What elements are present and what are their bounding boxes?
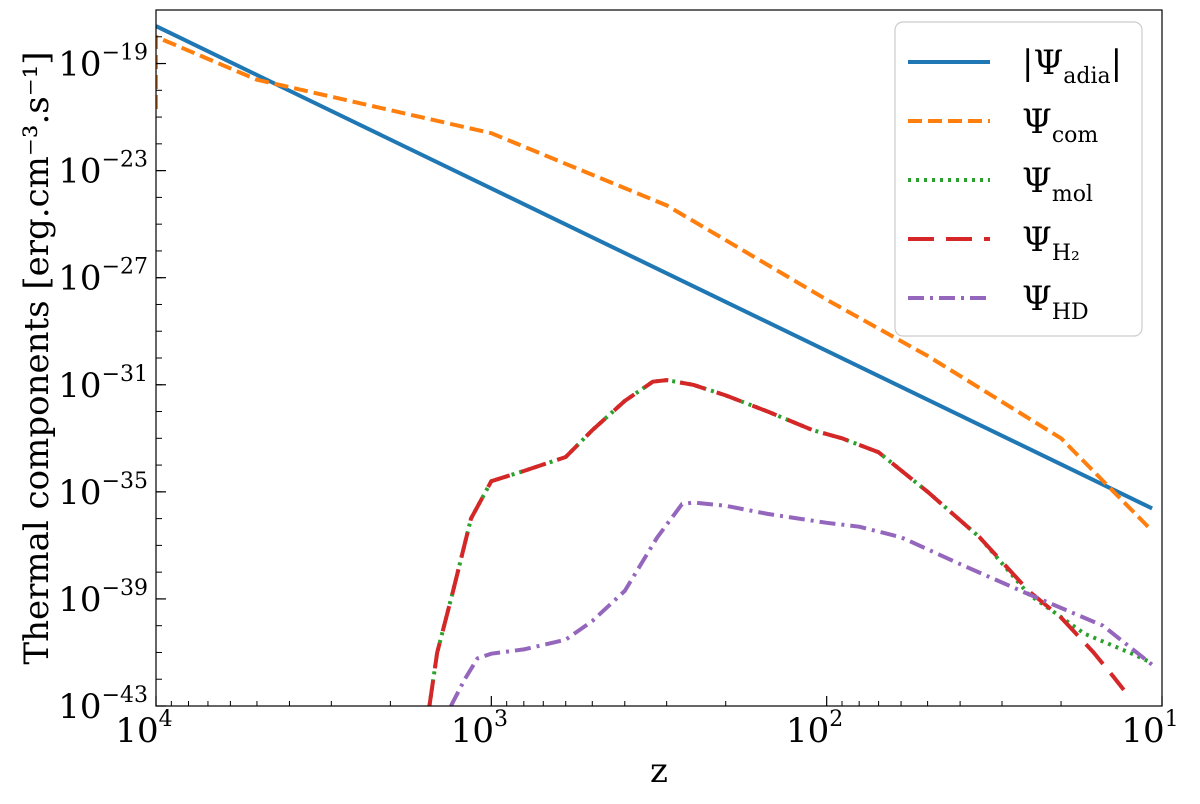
series-line-4 bbox=[449, 500, 1154, 706]
y-tick-label-0: 10−19 bbox=[58, 41, 148, 85]
y-tick-label-3: 10−31 bbox=[58, 362, 148, 406]
series-line-1 bbox=[156, 34, 1154, 533]
x-axis-label: z bbox=[650, 751, 668, 791]
y-tick-label-4: 10−35 bbox=[58, 469, 148, 513]
y-tick-label-5: 10−39 bbox=[58, 576, 148, 620]
x-tick-label-0: 104 bbox=[115, 707, 172, 751]
x-tick-label-1: 103 bbox=[451, 707, 508, 751]
plot-frame bbox=[155, 9, 1163, 707]
y-axis-label: Thermal components [erg.cm⁻³.s⁻¹] bbox=[17, 51, 57, 664]
y-tick-label-2: 10−27 bbox=[58, 255, 148, 299]
legend-box bbox=[894, 21, 1143, 337]
series-lines bbox=[156, 24, 1154, 706]
x-tick-label-3: 101 bbox=[1121, 707, 1178, 751]
series-line-3 bbox=[427, 378, 1126, 706]
legend-label-2: Ψmol bbox=[1022, 161, 1093, 207]
series-line-0 bbox=[156, 24, 1153, 511]
y-tick-label-1: 10−23 bbox=[58, 148, 148, 192]
x-tick-label-2: 102 bbox=[786, 707, 843, 751]
